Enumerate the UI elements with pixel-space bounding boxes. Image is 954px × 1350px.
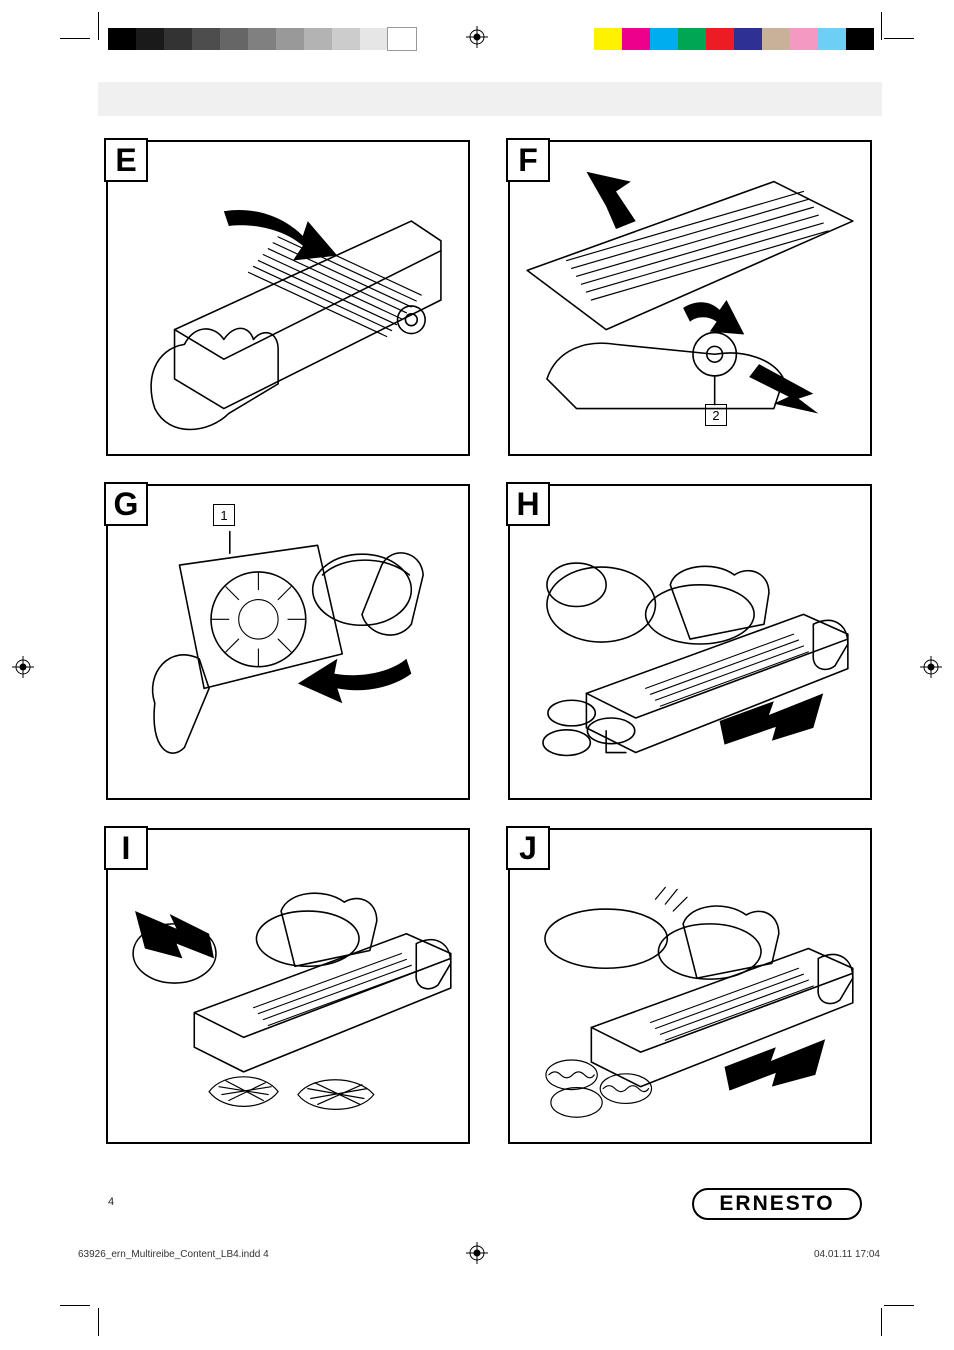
swatch <box>164 28 192 50</box>
swatch <box>136 28 164 50</box>
swatch <box>706 28 734 50</box>
swatch <box>818 28 846 50</box>
slug-filename: 63926_ern_Multireibe_Content_LB4.indd 4 <box>78 1249 269 1260</box>
panel-H: H <box>508 484 872 800</box>
swatch <box>594 28 622 50</box>
registration-mark-icon <box>12 656 34 678</box>
swatch <box>304 28 332 50</box>
slug-datetime: 04.01.11 17:04 <box>814 1249 880 1260</box>
instruction-panels-grid: E <box>106 140 872 1144</box>
registration-mark-icon <box>466 1242 488 1264</box>
brand-text: ERNESTO <box>719 1192 834 1216</box>
page-number: 4 <box>108 1196 114 1208</box>
illustration-H <box>516 496 864 792</box>
crop-mark <box>884 38 914 39</box>
header-band <box>98 82 882 116</box>
crop-mark <box>881 12 882 40</box>
swatch <box>220 28 248 50</box>
brand-logo: ERNESTO <box>692 1188 862 1220</box>
swatch <box>734 28 762 50</box>
swatch <box>650 28 678 50</box>
illustration-J <box>516 840 864 1136</box>
swatch <box>248 28 276 50</box>
panel-E: E <box>106 140 470 456</box>
panel-I: I <box>106 828 470 1144</box>
swatch <box>360 28 388 50</box>
crop-mark <box>98 12 99 40</box>
swatch <box>790 28 818 50</box>
swatch <box>332 28 360 50</box>
illustration-E <box>114 152 462 448</box>
swatch <box>108 28 136 50</box>
panel-F: F 2 <box>508 140 872 456</box>
registration-mark-icon <box>466 26 488 48</box>
color-swatch-row <box>594 28 874 50</box>
crop-mark <box>884 1305 914 1306</box>
swatch <box>678 28 706 50</box>
swatch <box>192 28 220 50</box>
gray-swatch-row <box>108 28 416 50</box>
crop-mark <box>881 1308 882 1336</box>
swatch <box>276 28 304 50</box>
swatch <box>622 28 650 50</box>
registration-mark-icon <box>920 656 942 678</box>
panel-G: G 1 <box>106 484 470 800</box>
illustration-F <box>516 152 864 448</box>
illustration-I <box>114 840 462 1136</box>
illustration-G <box>114 496 462 792</box>
panel-J: J <box>508 828 872 1144</box>
crop-mark <box>60 38 90 39</box>
swatch <box>388 28 416 50</box>
crop-mark <box>60 1305 90 1306</box>
swatch <box>762 28 790 50</box>
swatch <box>846 28 874 50</box>
crop-mark <box>98 1308 99 1336</box>
